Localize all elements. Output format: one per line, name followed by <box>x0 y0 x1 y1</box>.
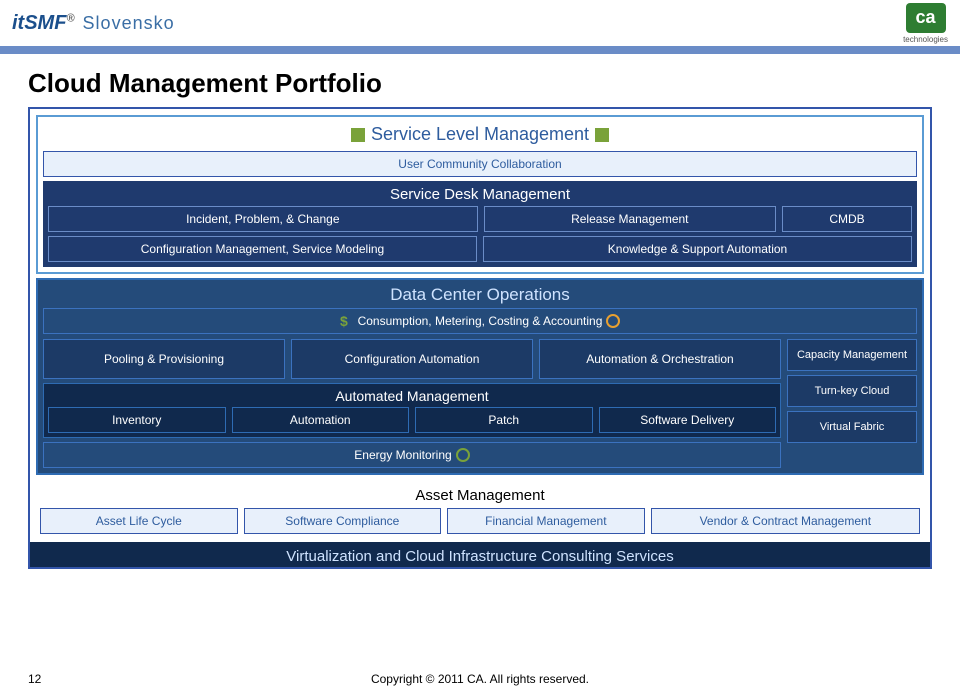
am-title: Automated Management <box>48 388 776 404</box>
itsmf-logo: itSMF® <box>12 12 75 35</box>
cmdb-box: CMDB <box>782 206 912 232</box>
slm-title-text: Service Level Management <box>371 124 589 145</box>
automated-mgmt-block: Automated Management Inventory Automatio… <box>43 383 781 438</box>
swcomp-box: Software Compliance <box>244 508 442 534</box>
dco-body: Pooling & Provisioning Configuration Aut… <box>43 339 917 468</box>
am-row: Inventory Automation Patch Software Deli… <box>48 407 776 433</box>
logo-left: itSMF® Slovensko <box>12 12 175 35</box>
capacity-box: Capacity Management <box>787 339 917 371</box>
consulting-band: Virtualization and Cloud Infrastructure … <box>30 542 930 567</box>
inventory-box: Inventory <box>48 407 226 433</box>
svg-text:$: $ <box>340 314 348 328</box>
slovensko-text: Slovensko <box>83 13 175 34</box>
sdm-block: Service Desk Management Incident, Proble… <box>43 181 917 267</box>
dco-cards-row: Pooling & Provisioning Configuration Aut… <box>43 339 781 379</box>
dco-layer: Data Center Operations $ Consumption, Me… <box>36 278 924 475</box>
portfolio-diagram: Service Level Management User Community … <box>28 107 932 569</box>
swdel-box: Software Delivery <box>599 407 777 433</box>
patch-box: Patch <box>415 407 593 433</box>
finmgmt-box: Financial Management <box>447 508 645 534</box>
pooling-box: Pooling & Provisioning <box>43 339 285 379</box>
vfabric-box: Virtual Fabric <box>787 411 917 443</box>
vendor-box: Vendor & Contract Management <box>651 508 920 534</box>
recycle-icon <box>456 448 470 462</box>
gauge-icon <box>606 314 620 328</box>
ca-logo: ca <box>906 3 946 33</box>
cmc-box: $ Consumption, Metering, Costing & Accou… <box>43 308 917 334</box>
cmc-text: Consumption, Metering, Costing & Account… <box>358 314 603 328</box>
slm-title: Service Level Management <box>43 122 917 149</box>
sla-icon <box>351 128 365 142</box>
slide-title: Cloud Management Portfolio <box>28 68 960 99</box>
release-box: Release Management <box>484 206 776 232</box>
slm-layer: Service Level Management User Community … <box>36 115 924 274</box>
header: itSMF® Slovensko ca technologies <box>0 0 960 54</box>
ucc-box: User Community Collaboration <box>43 151 917 177</box>
cfgmgmt-box: Configuration Management, Service Modeli… <box>48 236 477 262</box>
asset-layer: Asset Management Asset Life Cycle Softwa… <box>36 479 924 540</box>
ca-sub: technologies <box>903 35 948 44</box>
sdm-row1: Incident, Problem, & Change Release Mana… <box>48 206 912 232</box>
asset-row: Asset Life Cycle Software Compliance Fin… <box>40 508 920 534</box>
ipc-box: Incident, Problem, & Change <box>48 206 478 232</box>
assetlife-box: Asset Life Cycle <box>40 508 238 534</box>
orch-box: Automation & Orchestration <box>539 339 781 379</box>
dco-side: Capacity Management Turn-key Cloud Virtu… <box>787 339 917 468</box>
copyright: Copyright © 2011 CA. All rights reserved… <box>0 672 960 686</box>
energy-text: Energy Monitoring <box>354 448 451 462</box>
energy-box: Energy Monitoring <box>43 442 781 468</box>
logo-right: ca technologies <box>903 3 948 44</box>
turnkey-box: Turn-key Cloud <box>787 375 917 407</box>
cfgauto-box: Configuration Automation <box>291 339 533 379</box>
dco-title: Data Center Operations <box>43 285 917 305</box>
sdm-row2: Configuration Management, Service Modeli… <box>48 236 912 262</box>
knowledge-box: Knowledge & Support Automation <box>483 236 912 262</box>
dollar-icon: $ <box>340 314 354 328</box>
sdm-title: Service Desk Management <box>48 186 912 203</box>
sla-icon <box>595 128 609 142</box>
automation-box: Automation <box>232 407 410 433</box>
asset-title: Asset Management <box>40 487 920 504</box>
